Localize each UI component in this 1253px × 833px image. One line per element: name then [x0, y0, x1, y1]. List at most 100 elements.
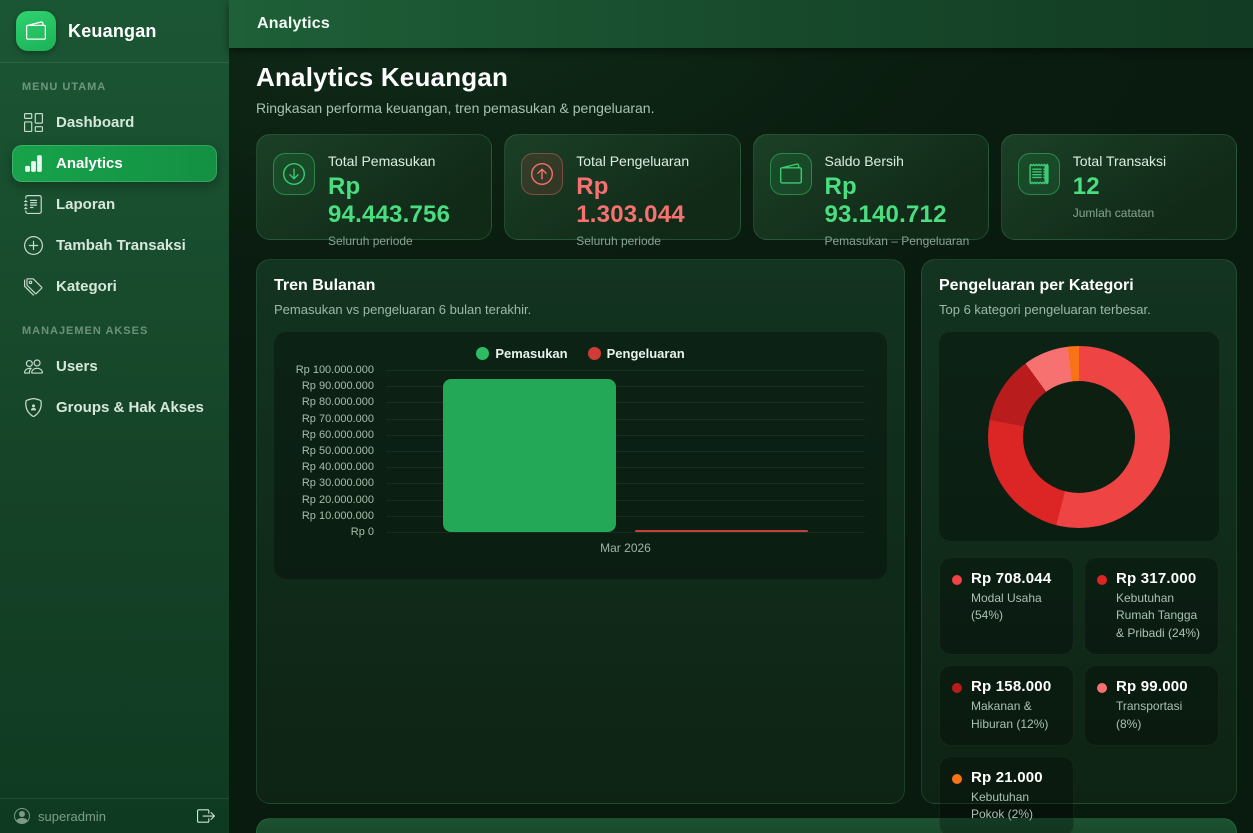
grid-line: [386, 386, 865, 388]
charts-row: Tren Bulanan Pemasukan vs pengeluaran 6 …: [256, 259, 1237, 833]
sidebar-item-laporan[interactable]: Laporan: [12, 186, 217, 223]
topbar: Analytics: [229, 0, 1253, 48]
stat-label: Saldo Bersih: [824, 153, 904, 169]
y-axis-tick-label: Rp 70.000.000: [301, 412, 374, 425]
bar-chart-icon: [25, 155, 42, 172]
y-axis-tick-label: Rp 80.000.000: [301, 396, 374, 409]
nav-section-label: MANAJEMEN AKSES: [22, 325, 149, 337]
tags-icon: [24, 278, 43, 296]
legend-dot: [587, 347, 601, 360]
sidebar-item-label: Analytics: [56, 155, 123, 172]
donut-hole: [1023, 380, 1135, 493]
grid-line: [386, 402, 865, 404]
category-dot: [1097, 683, 1107, 694]
stat-card-total-transaksi: Total Transaksi 12 Jumlah catatan: [1000, 134, 1237, 240]
monthly-trend-chart: Pemasukan Pengeluaran Rp 100.000.000 Rp 90…: [274, 332, 887, 579]
y-axis-tick-label: Rp 0: [350, 526, 374, 538]
sidebar-item-kategori[interactable]: Kategori: [12, 268, 217, 305]
sidebar-item-tambah-transaksi[interactable]: Tambah Transaksi: [12, 227, 217, 264]
arrow-up-circle-icon: [531, 163, 554, 185]
category-amount: Rp 708.044: [971, 570, 1052, 587]
page-title: Analytics Keuangan: [256, 62, 509, 92]
category-legend-item-modal-usaha: Rp 708.044 Modal Usaha (54%): [939, 557, 1074, 656]
nav-section-label: MENU UTAMA: [22, 81, 107, 93]
y-axis-tick-label: Rp 90.000.000: [301, 380, 374, 393]
grid-line: [386, 467, 865, 469]
y-axis-tick-label: Rp 60.000.000: [301, 428, 374, 441]
dashboard-icon: [24, 113, 43, 132]
trend-plot: Rp 100.000.000 Rp 90.000.000 Rp 80.000.000…: [286, 364, 875, 570]
monthly-trend-card: Tren Bulanan Pemasukan vs pengeluaran 6 …: [256, 259, 905, 804]
stat-value: Rp 93.140.712: [824, 173, 947, 228]
arrow-down-circle-icon: [283, 163, 305, 185]
stat-label: Total Pemasukan: [328, 153, 436, 169]
trend-card-title: Tren Bulanan: [274, 277, 376, 294]
category-label: Kebutuhan Pokok (2%): [971, 789, 1034, 822]
stat-card-saldo-bersih: Saldo Bersih Rp 93.140.712 Pemasukan – Pen…: [752, 134, 989, 248]
category-legend-item-makanan-hiburan: Rp 158.000 Makanan & Hiburan (12%): [939, 665, 1074, 746]
y-axis-tick-label: Rp 100.000.000: [295, 364, 374, 376]
wallet-icon: [26, 21, 46, 40]
category-text: Rp 158.000 Makanan & Hiburan (12%): [971, 678, 1061, 733]
stat-subtext: Seluruh periode: [576, 234, 661, 248]
stat-label: Total Pengeluaran: [576, 153, 690, 169]
sidebar-header: Keuangan: [0, 0, 229, 63]
stat-value: 12: [1072, 173, 1100, 200]
wallet-icon: [779, 163, 802, 184]
category-legend-item-kebutuhan-rumah-tangga-pribadi: Rp 317.000 Kebutuhan Rumah Tangga & Priba…: [1084, 557, 1219, 656]
stat-value: Rp 94.443.756: [328, 173, 451, 228]
legend-item-pengeluaran: Pengeluaran: [587, 346, 685, 361]
grid-line: [386, 434, 865, 436]
category-amount: Rp 158.000: [971, 678, 1052, 696]
category-card: Pengeluaran per Kategori Top 6 kategori …: [921, 259, 1237, 833]
category-legend-item-transportasi: Rp 99.000 Transportasi (8%): [1084, 665, 1219, 746]
legend-label: Pemasukan: [495, 346, 568, 361]
category-dot: [1097, 575, 1107, 585]
category-legend: Rp 708.044 Modal Usaha (54%) Rp 317.000 Keb…: [939, 557, 1219, 833]
sidebar-item-groups-hak-akses[interactable]: Groups & Hak Akses: [12, 389, 217, 426]
category-card-title: Pengeluaran per Kategori: [939, 277, 1134, 294]
main-area: Analytics Analytics Keuangan Ringkasan p…: [229, 0, 1253, 833]
category-dot: [952, 683, 962, 694]
sidebar-nav: MENU UTAMA Dashboard Analytics Laporan Tamba…: [0, 63, 229, 428]
journal-icon: [24, 195, 42, 214]
grid-line: [386, 532, 865, 533]
category-legend-item-kebutuhan-pokok: Rp 21.000 Kebutuhan Pokok (2%): [939, 755, 1074, 833]
person-circle-icon-slot: [14, 808, 30, 824]
sidebar-item-label: Kategori: [56, 278, 117, 295]
grid-line: [386, 515, 865, 517]
grid-line: [386, 483, 865, 485]
stat-card-total-pemasukan: Total Pemasukan Rp 94.443.756 Seluruh peri…: [256, 134, 493, 248]
sidebar-item-users[interactable]: Users: [12, 348, 217, 385]
category-card-subtitle: Top 6 kategori pengeluaran terbesar.: [939, 302, 1151, 317]
stat-card-total-pengeluaran: Total Pengeluaran Rp 1.303.044 Seluruh per…: [504, 134, 741, 248]
y-axis-tick-label: Rp 20.000.000: [301, 493, 374, 506]
category-donut-panel: [939, 332, 1219, 541]
sidebar: Keuangan MENU UTAMA Dashboard Analytics Lap…: [0, 0, 229, 833]
stat-icon-chip: [769, 153, 812, 195]
sidebar-item-label: Users: [56, 358, 98, 375]
logout-button[interactable]: [197, 807, 215, 825]
y-axis-tick-label: Rp 10.000.000: [301, 509, 374, 522]
category-text: Rp 99.000 Transportasi (8%): [1116, 678, 1206, 733]
receipt-icon: [1029, 163, 1049, 185]
person-circle-icon: [14, 808, 30, 824]
users-icon: [24, 359, 43, 374]
content: Analytics Keuangan Ringkasan performa ke…: [229, 48, 1253, 833]
sidebar-item-label: Laporan: [56, 196, 116, 213]
sidebar-item-dashboard[interactable]: Dashboard: [12, 104, 217, 141]
brand-title: Keuangan: [68, 20, 157, 41]
category-amount: Rp 99.000: [1116, 678, 1188, 696]
stat-text: Total Pemasukan Rp 94.443.756 Seluruh peri…: [328, 153, 475, 248]
page-subtitle: Ringkasan performa keuangan, tren pemasu…: [256, 100, 655, 116]
category-label: Modal Usaha (54%): [971, 591, 1042, 623]
grid-line: [386, 499, 865, 501]
category-dot: [952, 773, 962, 784]
category-amount: Rp 317.000: [1116, 570, 1197, 587]
bar-pemasukan: [443, 379, 616, 532]
grid-line: [386, 451, 865, 452]
trend-card-subtitle: Pemasukan vs pengeluaran 6 bulan terakhi…: [274, 302, 532, 317]
grid-line: [386, 370, 865, 371]
sidebar-item-analytics[interactable]: Analytics: [12, 145, 217, 182]
stat-text: Saldo Bersih Rp 93.140.712 Pemasukan – Pen…: [825, 153, 972, 248]
